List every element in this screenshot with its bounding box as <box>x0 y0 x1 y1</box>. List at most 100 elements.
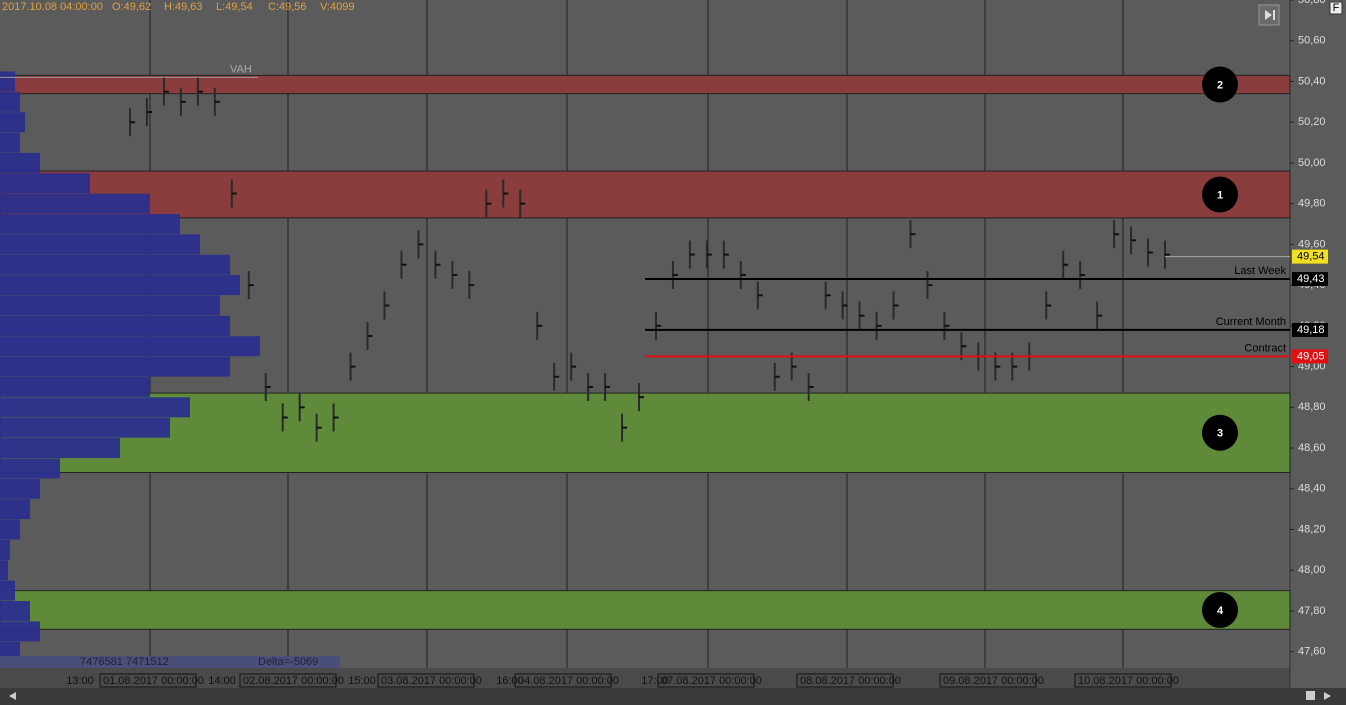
header-item: 2017.10.08 04:00:00 <box>2 1 103 13</box>
date-box <box>1074 673 1172 688</box>
profile-bar <box>0 499 30 520</box>
y-tick-label: 48,60 <box>1298 442 1326 454</box>
time-label: 13:00 <box>66 675 94 687</box>
y-tick-label: 50,60 <box>1298 35 1326 47</box>
zone-badge <box>1202 66 1238 103</box>
profile-bar <box>0 376 150 397</box>
y-tick-label: 50,00 <box>1298 157 1326 169</box>
date-box <box>377 673 475 688</box>
y-tick-label: 50,40 <box>1298 75 1326 87</box>
profile-bar <box>0 356 230 377</box>
scroll-thumb[interactable] <box>1306 691 1315 700</box>
header-item: H:49,63 <box>164 1 203 13</box>
y-tick-label: 49,60 <box>1298 238 1326 250</box>
date-label: 09.08.2017 00:00:00 <box>943 675 1044 687</box>
profile-bar <box>0 315 230 336</box>
profile-bar <box>0 193 150 214</box>
zone-label: 1 <box>1217 189 1223 201</box>
last-price-box <box>1292 249 1328 264</box>
date-box <box>514 673 612 688</box>
profile-bar <box>0 621 40 642</box>
time-label: 15:00 <box>348 675 376 687</box>
profile-bar <box>0 438 120 459</box>
header-item: L:49,54 <box>216 1 253 13</box>
vah-label: VAH <box>230 63 252 75</box>
profile-bar <box>0 519 20 540</box>
scroll-right[interactable] <box>1324 692 1331 700</box>
y-tick-label: 47,60 <box>1298 646 1326 658</box>
profile-bar <box>0 560 8 581</box>
level-box <box>1292 272 1328 287</box>
zone-label: 2 <box>1217 79 1223 91</box>
level-value: 49,18 <box>1297 324 1325 336</box>
zone <box>0 392 1291 473</box>
f-button[interactable] <box>1329 1 1343 15</box>
date-label: 07.08.2017 00:00:00 <box>661 675 762 687</box>
profile-bar <box>0 458 60 479</box>
y-tick-label: 49,00 <box>1298 360 1326 372</box>
level-name: Current Month <box>1216 316 1286 328</box>
profile-bar <box>0 234 200 255</box>
level-value: 49,43 <box>1297 273 1325 285</box>
scroll-left[interactable] <box>9 692 16 700</box>
date-box <box>657 673 755 688</box>
date-label: 02.08.2017 00:00:00 <box>243 675 344 687</box>
time-label: 16:00 <box>496 675 524 687</box>
y-tick-label: 48,40 <box>1298 483 1326 495</box>
zone-label: 3 <box>1217 428 1223 440</box>
profile-bar <box>0 336 260 357</box>
y-tick-label: 48,00 <box>1298 564 1326 576</box>
header-item: C:49,56 <box>268 1 307 13</box>
profile-bar <box>0 600 30 621</box>
zone-badge <box>1202 591 1238 628</box>
header-item: V:4099 <box>320 1 354 13</box>
profile-bar <box>0 275 240 296</box>
date-label: 08.08.2017 00:00:00 <box>800 675 901 687</box>
zone <box>0 170 1291 219</box>
y-tick-label: 50,20 <box>1298 116 1326 128</box>
time-label: 17:00 <box>641 675 669 687</box>
profile-bar <box>0 112 25 133</box>
profile-bar <box>0 152 40 173</box>
date-label: 04.08.2017 00:00:00 <box>518 675 619 687</box>
profile-bar <box>0 71 15 92</box>
profile-bar <box>0 132 20 153</box>
level-box <box>1292 349 1328 364</box>
profile-bar <box>0 580 15 601</box>
volumes: 7476581 7471512 <box>80 656 169 668</box>
y-tick-label: 49,80 <box>1298 198 1326 210</box>
last-price-label: 49,54 <box>1297 251 1325 263</box>
profile-bar <box>0 478 40 499</box>
zone <box>0 590 1291 630</box>
profile-bar <box>0 173 90 194</box>
header-item: O:49,62 <box>112 1 151 13</box>
profile-bar <box>0 397 190 418</box>
date-label: 01.08.2017 00:00:00 <box>103 675 204 687</box>
zone-badge <box>1202 176 1238 213</box>
date-box <box>239 673 337 688</box>
icon-label: F <box>1333 2 1340 14</box>
scrollbar <box>0 688 1346 705</box>
date-label: 10.08.2017 00:00:00 <box>1078 675 1179 687</box>
level-value: 49,05 <box>1297 350 1325 362</box>
profile-bar <box>0 91 20 112</box>
zone <box>0 74 1291 95</box>
profile-bar <box>0 214 180 235</box>
time-label: 14:00 <box>208 675 236 687</box>
profile-bar <box>0 295 220 316</box>
level-name: Last Week <box>1234 265 1286 277</box>
volume-box <box>0 656 340 668</box>
level-box <box>1292 322 1328 337</box>
profile-bar <box>0 539 10 560</box>
y-tick-label: 50,80 <box>1298 0 1326 6</box>
zone-badge <box>1202 414 1238 451</box>
date-label: 03.08.2017 00:00:00 <box>381 675 482 687</box>
icon <box>1265 10 1275 20</box>
y-tick-label: 47,80 <box>1298 605 1326 617</box>
level-name: Contract <box>1244 342 1286 354</box>
y-tick-label: 48,20 <box>1298 523 1326 535</box>
delta: Delta=-5069 <box>258 656 318 668</box>
profile-bar <box>0 254 230 275</box>
date-box <box>99 673 197 688</box>
